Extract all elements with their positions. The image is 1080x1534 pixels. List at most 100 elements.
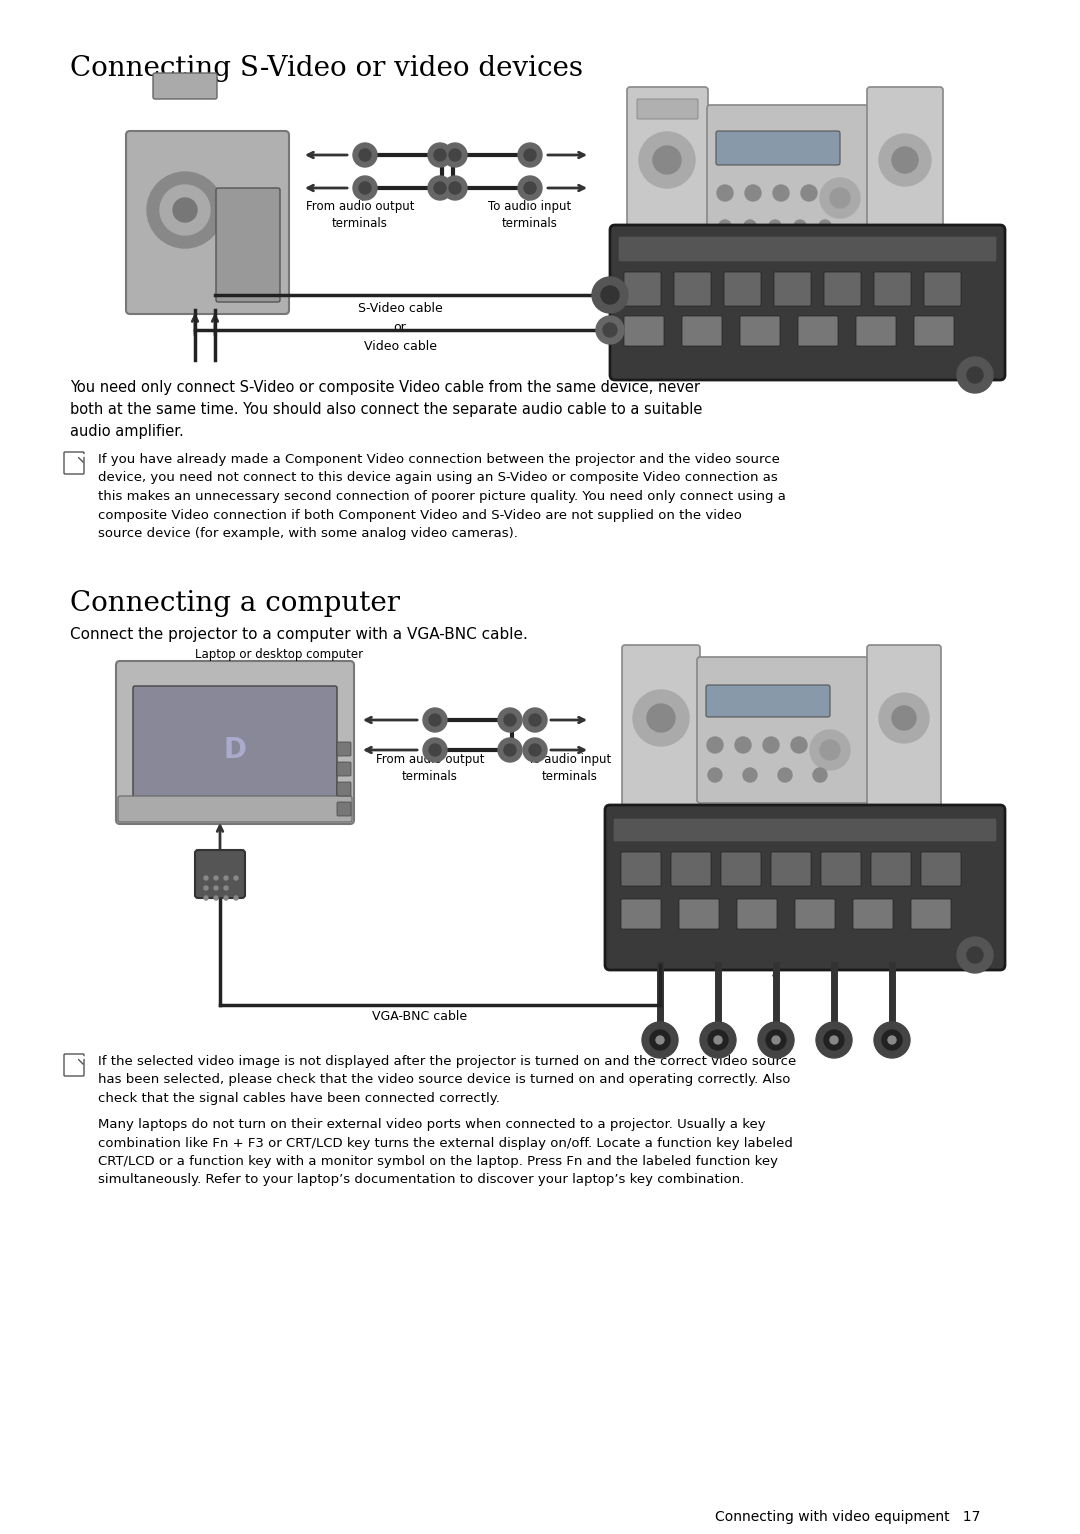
Circle shape [700, 1022, 735, 1058]
Circle shape [429, 744, 441, 756]
FancyBboxPatch shape [153, 74, 217, 100]
Circle shape [708, 769, 723, 782]
FancyBboxPatch shape [867, 644, 941, 816]
Circle shape [778, 769, 792, 782]
FancyBboxPatch shape [621, 851, 661, 887]
FancyBboxPatch shape [914, 316, 954, 347]
FancyBboxPatch shape [624, 272, 661, 305]
Circle shape [214, 896, 218, 900]
FancyBboxPatch shape [867, 87, 943, 268]
Circle shape [504, 713, 516, 726]
FancyBboxPatch shape [740, 316, 780, 347]
Circle shape [498, 738, 522, 762]
Text: Connecting with video equipment   17: Connecting with video equipment 17 [715, 1509, 980, 1523]
Text: From audio output
terminals: From audio output terminals [306, 199, 415, 230]
Circle shape [879, 693, 929, 742]
Circle shape [596, 316, 624, 344]
Circle shape [160, 186, 210, 235]
FancyBboxPatch shape [874, 272, 912, 305]
Circle shape [801, 186, 816, 201]
Circle shape [359, 183, 372, 193]
FancyBboxPatch shape [697, 657, 868, 802]
Circle shape [428, 176, 453, 199]
FancyBboxPatch shape [116, 661, 354, 824]
Text: You need only connect S-Video or composite Video cable from the same device, nev: You need only connect S-Video or composi… [70, 380, 702, 439]
Circle shape [443, 176, 467, 199]
Circle shape [639, 132, 696, 189]
Circle shape [423, 709, 447, 732]
Circle shape [892, 147, 918, 173]
Circle shape [224, 876, 228, 881]
Circle shape [888, 1035, 896, 1045]
FancyBboxPatch shape [605, 805, 1005, 969]
FancyBboxPatch shape [724, 272, 761, 305]
Text: Connect the projector to a computer with a VGA-BNC cable.: Connect the projector to a computer with… [70, 627, 528, 643]
Circle shape [745, 186, 761, 201]
Circle shape [769, 219, 781, 232]
FancyBboxPatch shape [856, 316, 896, 347]
Circle shape [967, 946, 983, 963]
FancyBboxPatch shape [621, 899, 661, 930]
FancyBboxPatch shape [706, 686, 831, 716]
FancyBboxPatch shape [133, 686, 337, 810]
Circle shape [234, 876, 238, 881]
Text: Connecting S-Video or video devices: Connecting S-Video or video devices [70, 55, 583, 81]
Circle shape [967, 367, 983, 384]
Text: D: D [224, 736, 246, 764]
FancyBboxPatch shape [627, 87, 708, 268]
Circle shape [449, 183, 461, 193]
Text: To audio input
terminals: To audio input terminals [488, 199, 571, 230]
Circle shape [824, 1029, 843, 1049]
Circle shape [173, 198, 197, 222]
FancyBboxPatch shape [870, 851, 912, 887]
Circle shape [879, 133, 931, 186]
FancyBboxPatch shape [824, 272, 861, 305]
FancyBboxPatch shape [637, 100, 698, 120]
Circle shape [603, 324, 617, 337]
Circle shape [653, 146, 681, 173]
FancyBboxPatch shape [912, 899, 951, 930]
Circle shape [204, 887, 208, 890]
FancyBboxPatch shape [798, 316, 838, 347]
Circle shape [504, 744, 516, 756]
Text: To audio input
terminals: To audio input terminals [528, 753, 611, 782]
Circle shape [423, 738, 447, 762]
Circle shape [592, 278, 627, 313]
Circle shape [892, 706, 916, 730]
Circle shape [708, 1029, 728, 1049]
Circle shape [353, 176, 377, 199]
Circle shape [714, 1035, 723, 1045]
Circle shape [204, 876, 208, 881]
Circle shape [518, 176, 542, 199]
Circle shape [791, 736, 807, 753]
Circle shape [766, 1029, 786, 1049]
FancyBboxPatch shape [624, 316, 664, 347]
Circle shape [813, 769, 827, 782]
FancyBboxPatch shape [622, 644, 700, 816]
Circle shape [529, 744, 541, 756]
Circle shape [874, 1022, 910, 1058]
Circle shape [957, 937, 993, 973]
FancyBboxPatch shape [337, 782, 351, 796]
Circle shape [434, 183, 446, 193]
Circle shape [819, 219, 831, 232]
Circle shape [434, 149, 446, 161]
Circle shape [224, 896, 228, 900]
Text: If the selected video image is not displayed after the projector is turned on an: If the selected video image is not displ… [98, 1055, 796, 1104]
Circle shape [831, 1035, 838, 1045]
Text: VGA-BNC cable: VGA-BNC cable [373, 1009, 468, 1023]
FancyBboxPatch shape [615, 819, 996, 841]
Circle shape [831, 189, 850, 209]
Circle shape [772, 1035, 780, 1045]
FancyBboxPatch shape [118, 796, 352, 822]
Circle shape [633, 690, 689, 746]
FancyBboxPatch shape [921, 851, 961, 887]
Text: Laptop or desktop computer: Laptop or desktop computer [195, 647, 363, 661]
FancyBboxPatch shape [619, 236, 996, 261]
Circle shape [735, 736, 751, 753]
Circle shape [428, 143, 453, 167]
Circle shape [518, 143, 542, 167]
Circle shape [882, 1029, 902, 1049]
Circle shape [498, 709, 522, 732]
Circle shape [820, 739, 840, 759]
